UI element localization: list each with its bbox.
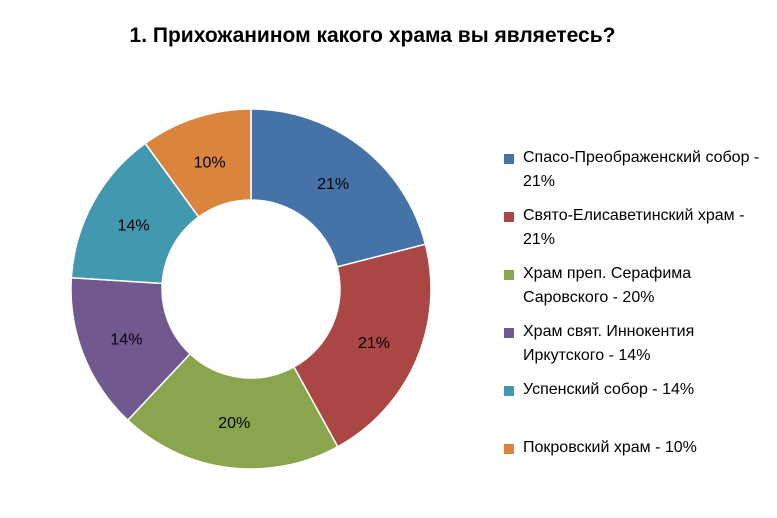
slice-label-4: 14% [110, 331, 142, 348]
donut-slice-3 [126, 352, 339, 470]
donut-slice-4 [70, 276, 192, 422]
legend-swatch [504, 154, 514, 164]
slice-label-6: 10% [194, 155, 226, 172]
legend-swatch [504, 328, 514, 338]
legend-label: Спасо-Преображенский собор - 21% [523, 149, 760, 190]
donut-slice-2 [292, 243, 432, 448]
legend-label: Свято-Елисаветинский храм - 21% [523, 207, 745, 248]
legend-swatch [504, 212, 514, 222]
donut-slice-5 [70, 142, 200, 285]
donut-slice-1 [250, 108, 427, 268]
slice-label-5: 14% [118, 217, 150, 234]
legend-label: Успенский собор - 14% [523, 381, 695, 398]
legend-label: Храм свят. Иннокентия Иркутского - 14% [523, 323, 695, 364]
legend-swatch [504, 270, 514, 280]
legend-label: Покровский храм - 10% [523, 439, 697, 456]
chart-title: 1. Прихожанином какого храма вы являетес… [129, 24, 616, 47]
slice-label-3: 20% [218, 415, 250, 432]
slice-label-1: 21% [317, 176, 349, 193]
legend-swatch [504, 386, 514, 396]
slice-label-2: 21% [358, 335, 390, 352]
donut-slice-6 [144, 108, 252, 219]
legend-label: Храм преп. Серафима Саровского - 20% [523, 265, 692, 306]
legend-swatch [504, 444, 514, 454]
